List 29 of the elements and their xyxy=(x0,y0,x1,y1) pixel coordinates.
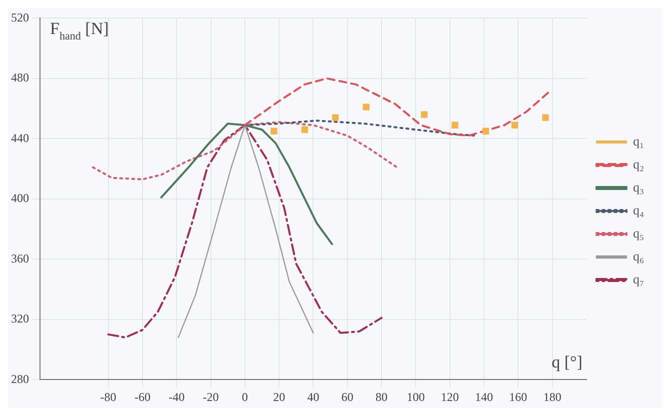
y-tick-label: 400 xyxy=(11,191,29,206)
y-tick-label: 320 xyxy=(11,312,29,326)
y-tick-label: 280 xyxy=(11,372,29,386)
x-tick-label: 140 xyxy=(475,390,494,404)
x-tick-label: 80 xyxy=(376,390,388,404)
x-tick-label: 100 xyxy=(406,390,425,404)
x-tick-label: 0 xyxy=(242,390,248,404)
x-axis-title: q [°] xyxy=(552,352,582,372)
x-tick-label: 60 xyxy=(341,390,354,404)
legend-label: q₄ xyxy=(632,202,644,218)
x-tick-label: -20 xyxy=(202,390,219,404)
x-tick-label: -40 xyxy=(168,390,185,404)
x-tick-label: 40 xyxy=(307,390,320,404)
x-tick-label: 120 xyxy=(440,390,459,404)
x-tick-label: 180 xyxy=(543,390,562,404)
x-tick-label: -80 xyxy=(100,390,116,404)
y-tick-label: 440 xyxy=(11,130,29,145)
y-tick-label: 520 xyxy=(11,10,29,24)
legend-label: q₁ xyxy=(632,133,644,148)
legend-label: q₃ xyxy=(632,179,644,194)
legend-label: q₆ xyxy=(632,248,644,264)
legend-label: q₇ xyxy=(632,271,644,286)
x-tick-label: -60 xyxy=(134,390,150,404)
y-tick-label: 480 xyxy=(11,70,29,85)
x-tick-label: 160 xyxy=(509,390,528,404)
x-tick-label: 20 xyxy=(273,390,286,404)
legend-label: q₂ xyxy=(632,156,644,172)
legend-label: q₅ xyxy=(632,225,644,240)
y-tick-label: 360 xyxy=(11,251,29,266)
